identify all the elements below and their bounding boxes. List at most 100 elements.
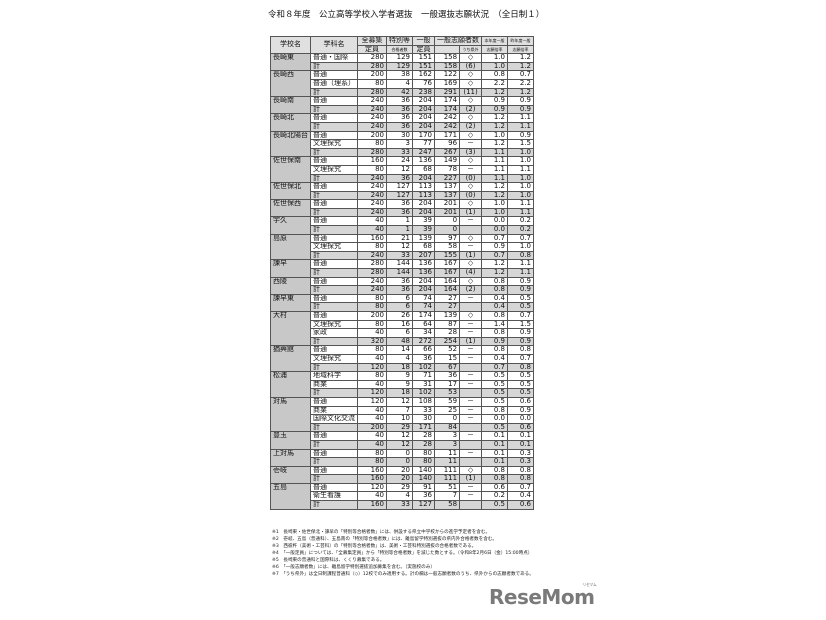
applicants-cell: 254 — [433, 336, 461, 347]
out-of-pref-cell: － — [459, 319, 482, 330]
applicants-cell: 164 — [433, 285, 461, 295]
school-name: 佐世保西 — [270, 199, 311, 218]
ratio-cell: 0.7 — [481, 233, 508, 244]
dept-cell: 計 — [310, 388, 358, 398]
total-row: 計 320 48 272 254 (1) 0.9 0.9 — [271, 336, 534, 347]
applicants-cell: 167 — [433, 259, 461, 270]
ratio-cell: 0.1 — [481, 448, 508, 459]
special-cell: 1 — [386, 216, 413, 227]
general-capacity-cell: 136 — [412, 259, 435, 270]
out-of-pref-cell — [459, 500, 482, 510]
applicants-cell: 174 — [433, 96, 461, 106]
total-row: 計 240 36 204 174 (2) 0.9 0.9 — [271, 104, 534, 115]
total-row: 計 280 144 136 167 (4) 1.2 1.1 — [271, 268, 534, 278]
special-cell: 9 — [386, 371, 413, 381]
header-special: 特別等 — [386, 36, 413, 46]
out-of-pref-cell: (1) — [459, 474, 482, 484]
dept-cell: 普通 — [310, 216, 358, 227]
ratio-cell: 1.2 — [481, 113, 508, 123]
special-cell: 36 — [386, 121, 413, 132]
applicants-cell: 0 — [433, 225, 461, 235]
total-row: 計 240 36 204 164 (2) 0.8 0.9 — [271, 285, 534, 295]
prev-ratio-cell: 0.9 — [507, 104, 534, 115]
prev-ratio-cell: 0.5 — [507, 388, 534, 398]
prev-ratio-cell: 1.5 — [507, 319, 534, 330]
prev-ratio-cell: 1.1 — [507, 113, 534, 123]
general-capacity-cell: 170 — [412, 130, 435, 141]
general-capacity-cell: 204 — [412, 276, 435, 287]
special-cell: 36 — [386, 96, 413, 106]
total-capacity-cell: 240 — [357, 276, 387, 287]
total-capacity-cell: 240 — [357, 113, 387, 123]
header-prev-ratio-sub: 志願倍率 — [507, 44, 534, 55]
prev-ratio-cell: 0.2 — [507, 225, 534, 235]
dept-cell: 普通 — [310, 311, 358, 321]
applicants-cell: 0 — [433, 216, 461, 227]
ratio-cell: 1.2 — [481, 87, 508, 98]
general-capacity-cell: 102 — [412, 388, 435, 398]
total-capacity-cell: 240 — [357, 121, 387, 132]
general-capacity-cell: 80 — [412, 448, 435, 459]
applicants-cell: 11 — [433, 457, 461, 467]
applicants-cell: 167 — [433, 268, 461, 278]
dept-cell: 普通 — [310, 70, 358, 80]
dept-cell: 計 — [310, 268, 358, 278]
special-cell: 4 — [386, 491, 413, 502]
out-of-pref-cell: ◇ — [459, 182, 482, 192]
ratio-cell: 1.1 — [481, 173, 508, 184]
special-cell: 10 — [386, 414, 413, 424]
dept-cell: 計 — [310, 302, 358, 312]
total-capacity-cell: 200 — [357, 70, 387, 80]
total-row: 計 240 36 204 201 (1) 1.0 1.1 — [271, 207, 534, 218]
general-capacity-cell: 74 — [412, 302, 435, 312]
special-cell: 29 — [386, 422, 413, 433]
ratio-cell: 1.2 — [481, 182, 508, 192]
prev-ratio-cell: 0.5 — [507, 379, 534, 390]
applicants-cell: 15 — [433, 353, 461, 364]
dept-cell: 計 — [310, 104, 358, 115]
prev-ratio-cell: 0.9 — [507, 285, 534, 295]
prev-ratio-cell: 0.8 — [507, 345, 534, 355]
table-row: 西陵 普通 240 36 204 164 ◇ 0.8 0.9 — [270, 276, 534, 295]
total-capacity-cell: 120 — [357, 388, 387, 398]
prev-ratio-cell: 0.9 — [507, 96, 534, 106]
table-row: 五島 普通 120 29 91 51 － 0.6 0.7 — [270, 482, 534, 510]
general-capacity-cell: 102 — [412, 362, 435, 373]
out-of-pref-cell: － — [459, 139, 482, 149]
dept-cell: 文理探究 — [310, 242, 358, 252]
special-cell: 38 — [386, 70, 413, 80]
footnotes: ※1 長崎東・佐世保北・諫早の「特別等合格者数」には、併設する県立中学校からの進… — [272, 529, 534, 578]
table-row: 島原 普通 160 21 139 97 ◇ 0.7 0.7 — [270, 233, 534, 261]
total-capacity-cell: 240 — [357, 250, 387, 261]
dept-cell: 普通 — [310, 156, 358, 166]
total-capacity-cell: 160 — [357, 474, 387, 484]
out-of-pref-cell — [459, 225, 482, 235]
total-capacity-cell: 160 — [357, 156, 387, 166]
table-row: 大村 普通 200 26 174 139 ◇ 0.8 0.7 — [270, 310, 534, 347]
special-cell: 16 — [386, 319, 413, 330]
footnote: ※6 「一般志願者数」には、離島留学特別選抜追加募集を含む。（実施校のみ） — [272, 565, 435, 570]
special-cell: 3 — [386, 139, 413, 149]
total-capacity-cell: 200 — [357, 422, 387, 433]
ratio-cell: 1.0 — [481, 130, 508, 141]
total-capacity-cell: 40 — [357, 225, 387, 235]
total-capacity-cell: 280 — [357, 268, 387, 278]
table-row: 上対馬 普通 80 0 80 11 － 0.1 0.3 — [270, 448, 534, 467]
general-capacity-cell: 171 — [412, 422, 435, 433]
out-of-pref-cell: － — [459, 448, 482, 459]
table-row: 家政 40 6 34 28 － 0.8 0.9 — [271, 328, 534, 338]
total-row: 計 120 18 102 53 0.5 0.5 — [271, 388, 534, 398]
school-name: 長崎南 — [270, 96, 311, 115]
prev-ratio-cell: 1.0 — [507, 173, 534, 184]
total-capacity-cell: 240 — [357, 182, 387, 192]
applicants-cell: 169 — [433, 78, 461, 89]
ratio-cell: 1.2 — [481, 259, 508, 270]
total-capacity-cell: 80 — [357, 448, 387, 459]
school-name: 宇久 — [270, 216, 311, 235]
ratio-cell: 0.8 — [481, 465, 508, 476]
total-row: 計 120 18 102 67 0.7 0.8 — [271, 362, 534, 373]
table-row: 長崎北 普通 240 36 204 242 ◇ 1.2 1.1 — [270, 113, 534, 132]
total-capacity-cell: 280 — [357, 53, 387, 63]
ratio-cell: 1.4 — [481, 319, 508, 330]
prev-ratio-cell: 0.6 — [507, 422, 534, 433]
